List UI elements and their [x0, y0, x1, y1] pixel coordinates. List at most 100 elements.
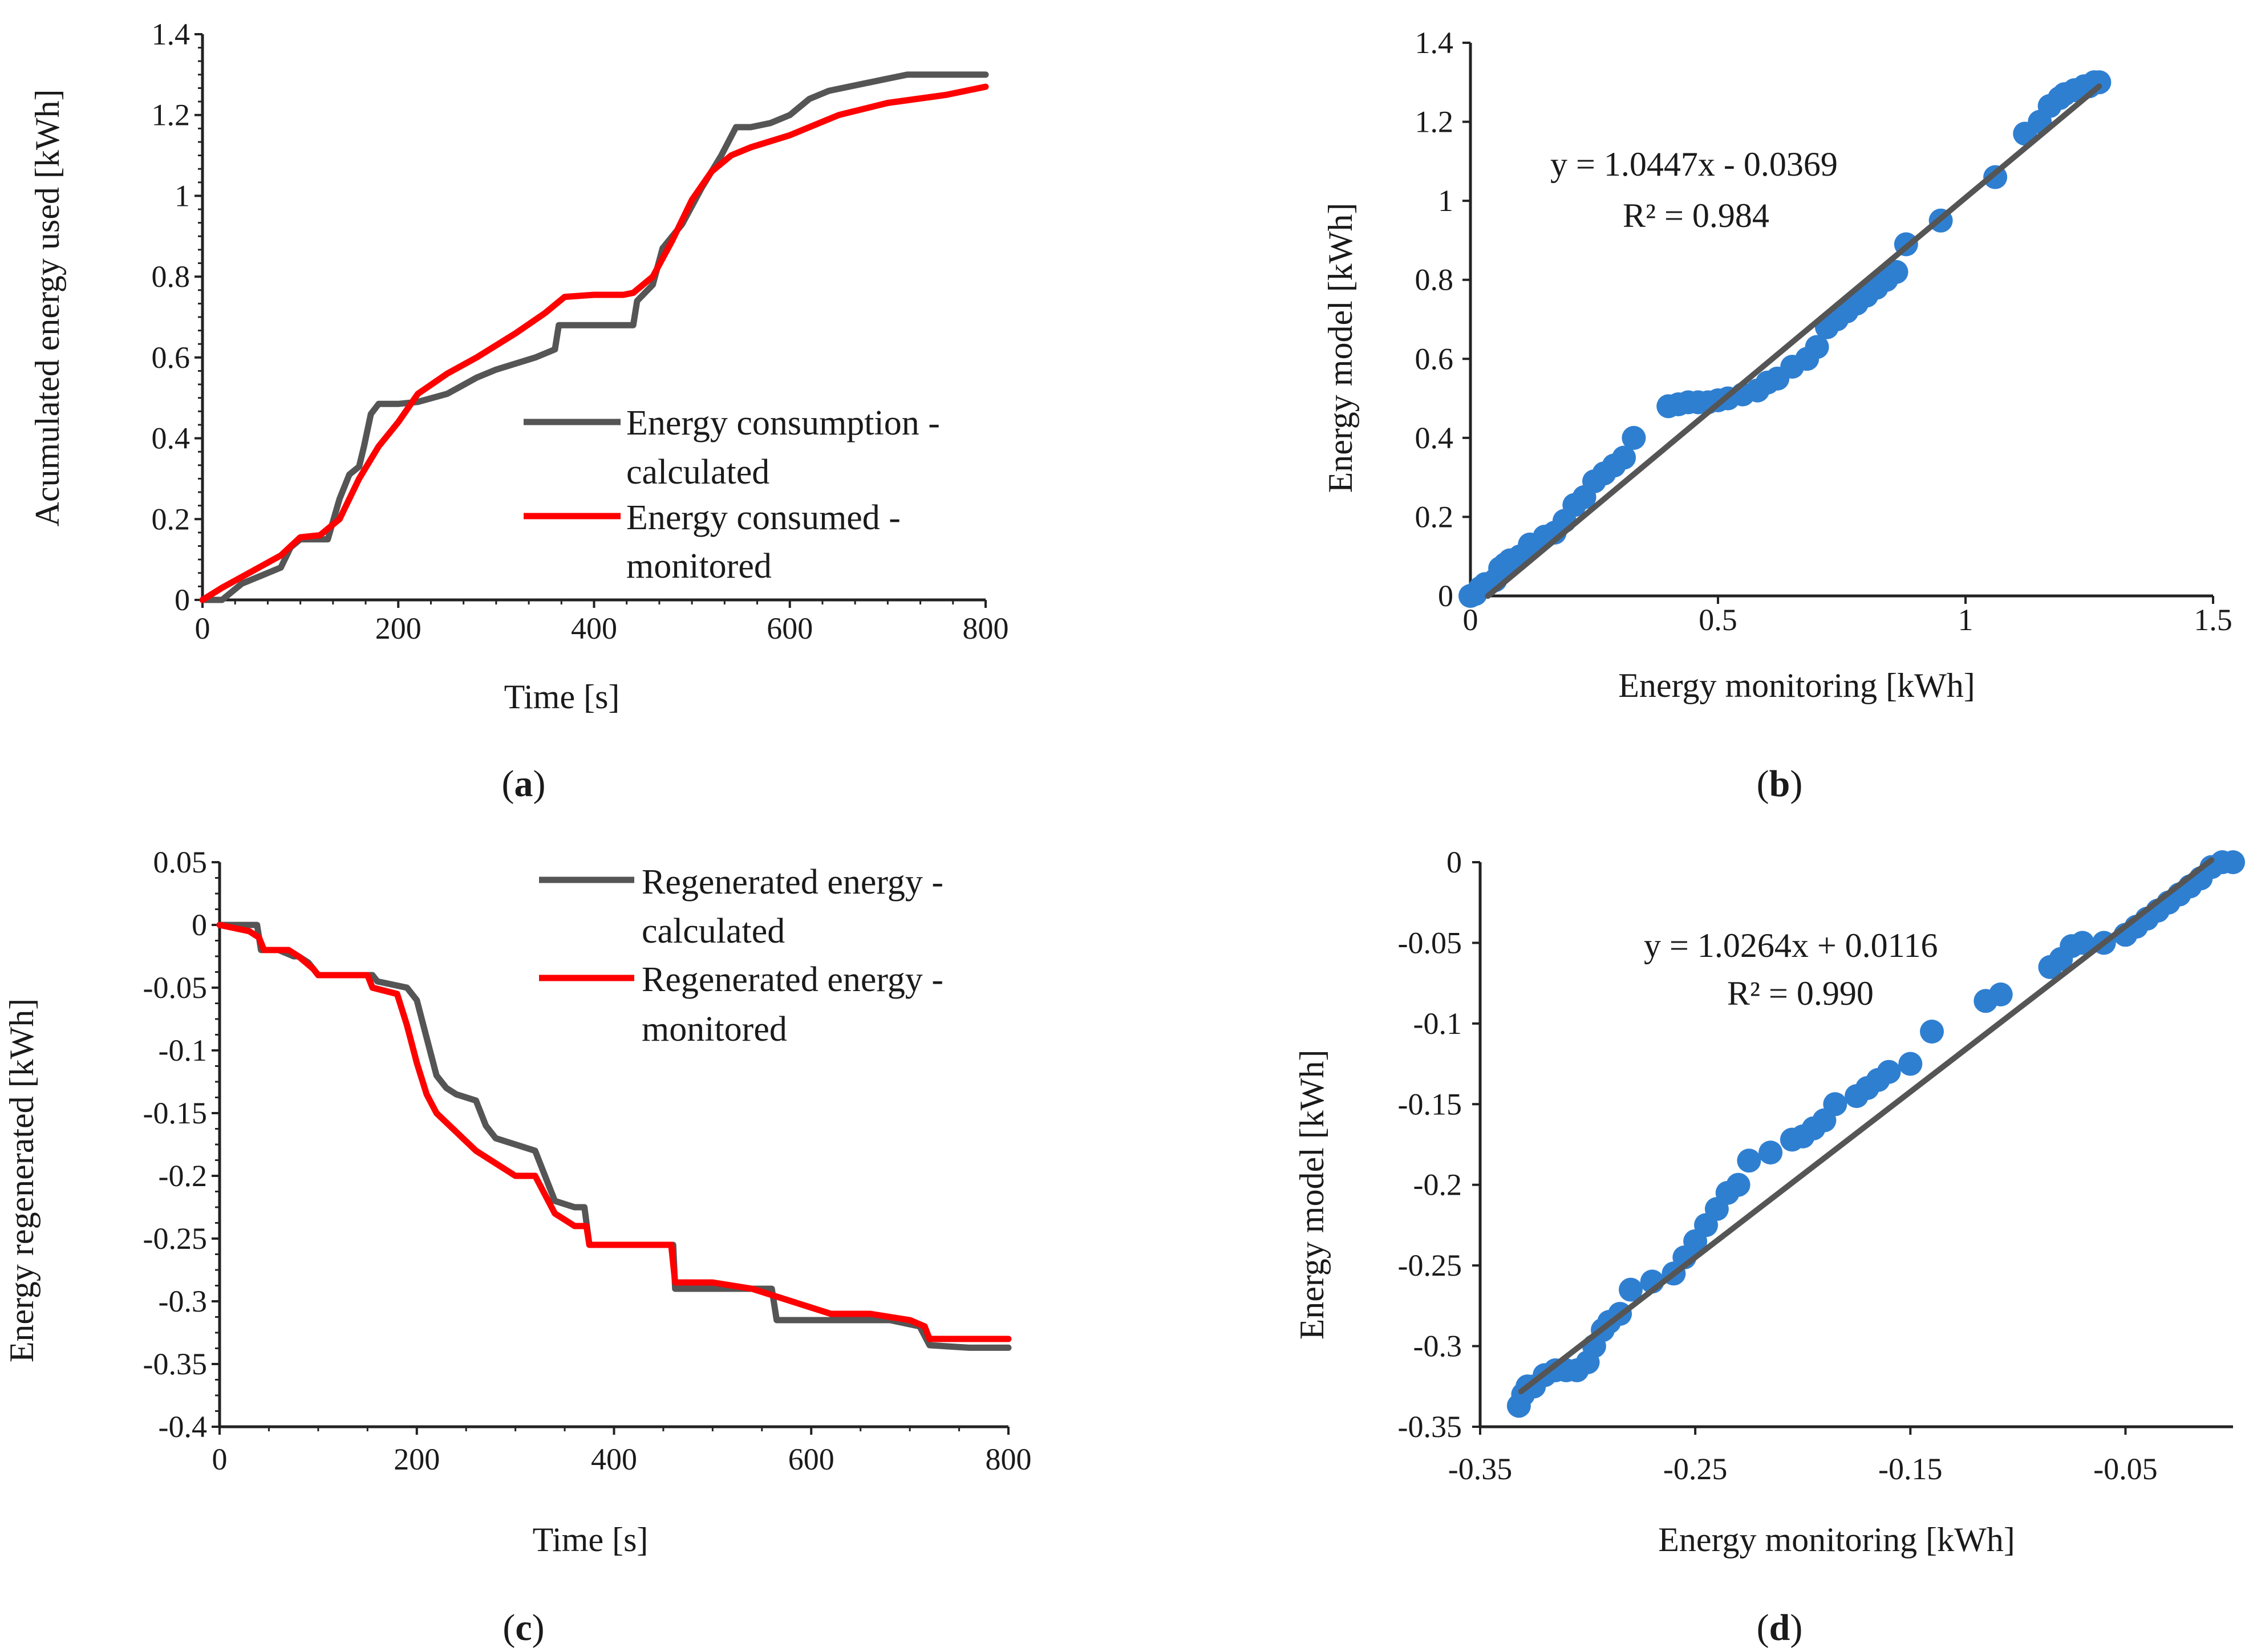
panel-c-chart: Energy regenerated [kWh] Time [s] Regene…	[3, 845, 1032, 1649]
y-tick-label: 0	[1438, 579, 1453, 613]
panel-a-xlabel: Time [s]	[504, 678, 620, 716]
panel-c-legend: Regenerated energy - calculated Regenera…	[539, 863, 943, 1049]
y-tick-label: 0.8	[1415, 263, 1454, 297]
y-tick-label: 0.4	[152, 421, 191, 456]
series-line-monitored	[199, 83, 989, 603]
scatter-point	[1622, 425, 1646, 450]
panel-a-label: (a)	[502, 763, 546, 805]
panel-a-label-open: (	[502, 763, 514, 805]
x-tick-label: -0.15	[1878, 1452, 1942, 1486]
y-tick-label: -0.3	[1413, 1329, 1462, 1363]
panel-b-r2: R² = 0.984	[1623, 197, 1769, 234]
trendline	[1485, 83, 2102, 599]
y-tick-label: 0.8	[152, 259, 191, 294]
panel-b-ylabel: Energy model [kWh]	[1322, 203, 1359, 493]
y-tick-label: 1	[1438, 184, 1453, 218]
panel-d-chart: Energy model [kWh] Energy monitoring [kW…	[1293, 845, 2245, 1649]
scatter-point	[1619, 1277, 1643, 1302]
legend-a-monitored-line1: Energy consumed -	[626, 498, 901, 537]
scatter-point	[1920, 1020, 1944, 1044]
trendline	[1518, 857, 2215, 1395]
y-tick-label: 0.05	[153, 845, 208, 879]
scatter-point	[1805, 335, 1829, 359]
x-tick-label: 400	[571, 611, 617, 646]
panel-a-ylabel: Acumulated energy used [kWh]	[29, 90, 66, 527]
panel-d-ylabel: Energy model [kWh]	[1293, 1050, 1331, 1340]
legend-c-monitored-line1: Regenerated energy -	[642, 960, 943, 999]
x-tick-label: 600	[767, 611, 813, 646]
x-tick-label: -0.35	[1448, 1452, 1512, 1486]
panel-b-label-close: )	[1790, 763, 1802, 805]
x-tick-label: 0	[1463, 603, 1478, 637]
x-tick-label: 400	[591, 1442, 637, 1476]
panel-b-xlabel: Energy monitoring [kWh]	[1618, 667, 1975, 704]
y-tick-label: 0.6	[1415, 342, 1454, 376]
panel-d-r2: R² = 0.990	[1727, 975, 1874, 1012]
panel-b-equation: y = 1.0447x - 0.0369	[1550, 145, 1838, 183]
panel-d-label: (d)	[1757, 1607, 1803, 1649]
x-tick-label: 0.5	[1699, 603, 1737, 637]
y-tick-label: -0.05	[1398, 926, 1462, 960]
x-tick-label: 1.5	[2194, 603, 2232, 637]
scatter-point	[2070, 931, 2094, 955]
panel-c-label-open: (	[503, 1607, 515, 1649]
panel-d-label-open: (	[1757, 1607, 1769, 1649]
panel-c-label-close: )	[532, 1607, 545, 1649]
legend-c-monitored-line2: monitored	[642, 1010, 787, 1049]
scatter-point	[1612, 445, 1636, 470]
y-tick-label: -0.25	[1398, 1248, 1462, 1282]
y-tick-label: -0.15	[1398, 1087, 1462, 1121]
series-line-calculated	[199, 71, 989, 603]
y-tick-label: -0.4	[159, 1410, 207, 1444]
y-tick-label: 0.2	[1415, 500, 1454, 534]
panel-c-ylabel: Energy regenerated [kWh]	[3, 998, 40, 1363]
legend-a-calculated-line2: calculated	[626, 453, 769, 492]
panel-d-label-close: )	[1790, 1607, 1802, 1649]
legend-c-calculated-line1: Regenerated energy -	[642, 863, 943, 902]
legend-c-calculated-line2: calculated	[642, 912, 785, 951]
y-tick-label: -0.1	[1413, 1006, 1462, 1041]
scatter-point	[1898, 1052, 1923, 1076]
scatter-point	[1877, 1060, 1901, 1084]
legend-a-calculated-line1: Energy consumption -	[626, 404, 940, 443]
y-tick-label: 1.2	[1415, 105, 1454, 139]
scatter-point	[1737, 1148, 1761, 1173]
x-tick-label: 0	[212, 1442, 228, 1476]
x-tick-label: 600	[788, 1442, 834, 1476]
x-tick-label: 1	[1958, 603, 1974, 637]
y-tick-label: -0.15	[143, 1096, 207, 1130]
y-tick-label: -0.3	[159, 1284, 207, 1318]
panel-a-legend: Energy consumption - calculated Energy c…	[524, 404, 940, 586]
y-tick-label: 1.4	[1415, 26, 1454, 60]
panel-b-label-letter: b	[1769, 763, 1790, 805]
panel-c-xlabel: Time [s]	[533, 1521, 649, 1558]
y-tick-label: -0.2	[159, 1159, 207, 1193]
y-tick-label: 0	[175, 583, 190, 617]
y-tick-label: -0.1	[159, 1033, 207, 1067]
y-tick-label: 0.4	[1415, 421, 1454, 455]
y-tick-label: -0.35	[143, 1347, 207, 1381]
x-tick-label: 200	[394, 1442, 440, 1476]
y-tick-label: 0	[1446, 845, 1462, 879]
panel-c-label-letter: c	[515, 1607, 532, 1649]
y-tick-label: 1	[175, 178, 190, 213]
panel-c-label: (c)	[503, 1607, 544, 1649]
scatter-point	[1884, 259, 1908, 284]
y-tick-label: -0.05	[143, 971, 207, 1005]
x-tick-label: 800	[963, 611, 1009, 646]
scatter-point	[1823, 1092, 1847, 1117]
scatter-point	[1988, 982, 2013, 1006]
x-tick-label: -0.25	[1663, 1452, 1727, 1486]
y-tick-label: 1.2	[152, 98, 191, 132]
scatter-point	[1758, 1140, 1783, 1165]
scatter-point	[2221, 850, 2245, 874]
y-tick-label: 1.4	[152, 17, 191, 51]
y-tick-label: 0.2	[152, 502, 191, 536]
panel-b-chart: Energy model [kWh] Energy monitoring [kW…	[1322, 26, 2232, 805]
x-tick-label: 200	[375, 611, 422, 646]
panel-a-label-close: )	[533, 763, 546, 805]
x-tick-label: 0	[195, 611, 210, 646]
y-tick-label: 0.6	[152, 340, 191, 375]
y-tick-label: -0.2	[1413, 1168, 1462, 1202]
